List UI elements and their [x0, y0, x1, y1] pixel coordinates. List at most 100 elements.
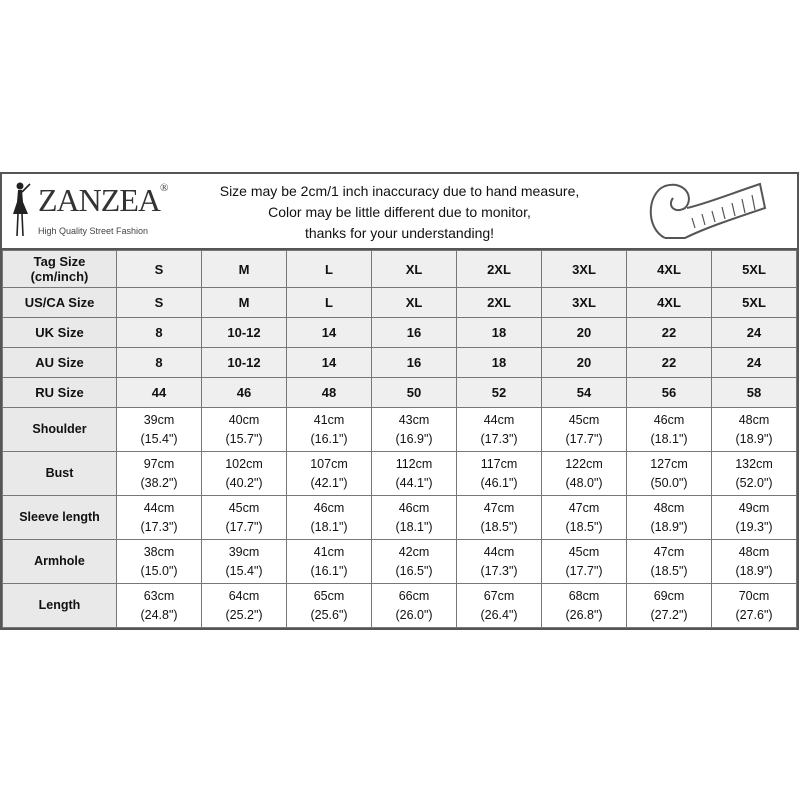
inch-value: (17.7") [565, 563, 603, 578]
cm-value: 49cm [738, 500, 770, 515]
size-cell: 10-12 [201, 347, 287, 378]
size-cell: 20 [541, 347, 627, 378]
inch-value: (15.7") [225, 431, 263, 446]
inch-value: (50.0") [650, 475, 688, 490]
cm-value: 46cm [398, 500, 430, 515]
inch-value: (25.6") [310, 607, 348, 622]
cm-value: 41cm [313, 544, 345, 559]
cm-value: 45cm [568, 544, 600, 559]
notice-line: Color may be little different due to mon… [268, 204, 531, 220]
measure-cell: 41cm (16.1") [286, 407, 372, 452]
row-label: AU Size [2, 347, 117, 378]
inch-value: (16.5") [395, 563, 433, 578]
measure-cell: 47cm (18.5") [456, 495, 542, 540]
measure-cell: 44cm (17.3") [456, 407, 542, 452]
cm-value: 39cm [228, 544, 260, 559]
size-cell: 50 [371, 377, 457, 408]
cm-value: 44cm [483, 544, 515, 559]
measure-cell: 64cm (25.2") [201, 583, 287, 628]
inch-value: (17.7") [565, 431, 603, 446]
measure-cell: 70cm (27.6") [711, 583, 797, 628]
inch-value: (27.2") [650, 607, 688, 622]
cm-value: 117cm [480, 456, 518, 471]
measure-cell: 48cm (18.9") [711, 407, 797, 452]
brand-text: ZANZEA [38, 182, 161, 218]
inch-value: (18.9") [735, 563, 773, 578]
cm-value: 127cm [650, 456, 688, 471]
size-cell: 3XL [541, 287, 627, 318]
measure-cell: 49cm (19.3") [711, 495, 797, 540]
measure-cell: 69cm (27.2") [626, 583, 712, 628]
inch-value: (52.0") [735, 475, 773, 490]
row-label: RU Size [2, 377, 117, 408]
cm-value: 47cm [568, 500, 600, 515]
size-cell: 8 [116, 317, 202, 348]
size-cell: 4XL [626, 287, 712, 318]
notice-line: Size may be 2cm/1 inch inaccuracy due to… [219, 183, 580, 199]
size-row: UK Size 8 10-12 14 16 18 20 22 24 [2, 317, 797, 348]
cm-value: 102cm [225, 456, 263, 471]
cm-value: 66cm [398, 588, 430, 603]
size-row: US/CA Size S M L XL 2XL 3XL 4XL 5XL [2, 287, 797, 318]
size-cell: 8 [116, 347, 202, 378]
size-cell: 22 [626, 317, 712, 348]
measure-cell: 47cm (18.5") [626, 539, 712, 584]
measure-row: Armhole 38cm (15.0") 39cm (15.4") 41cm (16.1")… [2, 539, 797, 584]
row-label: Shoulder [2, 407, 117, 452]
cm-value: 47cm [483, 500, 515, 515]
cm-value: 69cm [653, 588, 685, 603]
cm-value: 38cm [143, 544, 175, 559]
inch-value: (18.1") [310, 519, 348, 534]
size-cell: 24 [711, 317, 797, 348]
fashion-figure-icon [13, 182, 31, 237]
size-cell: M [201, 250, 287, 288]
inch-value: (38.2") [140, 475, 178, 490]
cm-value: 44cm [483, 412, 515, 427]
size-cell: 10-12 [201, 317, 287, 348]
measure-cell: 46cm (18.1") [371, 495, 457, 540]
inch-value: (18.1") [395, 519, 433, 534]
measure-cell: 38cm (15.0") [116, 539, 202, 584]
cm-value: 112cm [395, 456, 433, 471]
row-label: Armhole [2, 539, 117, 584]
size-cell: 3XL [541, 250, 627, 288]
measure-cell: 39cm (15.4") [116, 407, 202, 452]
cm-value: 63cm [143, 588, 175, 603]
cm-value: 48cm [738, 544, 770, 559]
measure-cell: 66cm (26.0") [371, 583, 457, 628]
cm-value: 41cm [313, 412, 345, 427]
size-cell: 54 [541, 377, 627, 408]
measure-cell: 47cm (18.5") [541, 495, 627, 540]
inch-value: (15.0") [140, 563, 178, 578]
inch-value: (17.3") [480, 431, 518, 446]
size-cell: 24 [711, 347, 797, 378]
notice-text: Size may be 2cm/1 inch inaccuracy due to… [192, 181, 607, 244]
cm-value: 45cm [228, 500, 260, 515]
inch-value: (40.2") [225, 475, 263, 490]
cm-value: 48cm [653, 500, 685, 515]
measure-cell: 122cm (48.0") [541, 451, 627, 496]
measure-cell: 132cm (52.0") [711, 451, 797, 496]
cm-value: 64cm [228, 588, 260, 603]
cm-value: 122cm [565, 456, 603, 471]
size-row: AU Size 8 10-12 14 16 18 20 22 24 [2, 347, 797, 378]
measure-cell: 117cm (46.1") [456, 451, 542, 496]
measure-cell: 67cm (26.4") [456, 583, 542, 628]
cm-value: 42cm [398, 544, 430, 559]
inch-value: (26.4") [480, 607, 518, 622]
measure-cell: 127cm (50.0") [626, 451, 712, 496]
cm-value: 132cm [735, 456, 773, 471]
inch-value: (46.1") [480, 475, 518, 490]
size-cell: 20 [541, 317, 627, 348]
size-cell: XL [371, 250, 457, 288]
size-row: RU Size 44 46 48 50 52 54 56 58 [2, 377, 797, 408]
inch-value: (26.8") [565, 607, 603, 622]
measure-cell: 97cm (38.2") [116, 451, 202, 496]
size-cell: 2XL [456, 250, 542, 288]
inch-value: (25.2") [225, 607, 263, 622]
cm-value: 44cm [143, 500, 175, 515]
inch-value: (16.9") [395, 431, 433, 446]
row-label: Length [2, 583, 117, 628]
measuring-tape-icon [649, 182, 767, 239]
cm-value: 46cm [653, 412, 685, 427]
